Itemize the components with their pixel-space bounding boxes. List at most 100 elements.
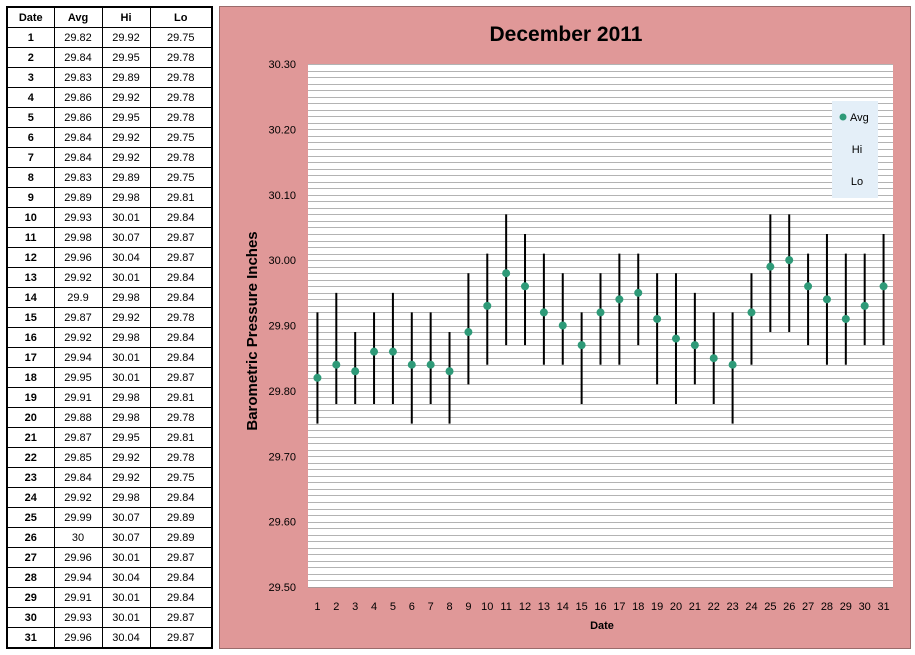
y-tick-label: 30.20 [268, 124, 296, 136]
table-row: 11 29.98 30.07 29.87 [6, 227, 213, 248]
table-row: 20 29.88 29.98 29.78 [6, 407, 213, 428]
cell-hi: 29.92 [101, 127, 151, 148]
column-header-date: Date [6, 6, 55, 28]
table-row: 27 29.96 30.01 29.87 [6, 547, 213, 568]
cell-date: 11 [6, 227, 55, 248]
table-row: 1 29.82 29.92 29.75 [6, 27, 213, 48]
avg-point [483, 301, 492, 310]
cell-avg: 29.95 [53, 367, 103, 388]
avg-point [502, 269, 511, 278]
cell-date: 26 [6, 527, 55, 548]
legend-label-hi: Hi [852, 144, 862, 156]
cell-hi: 29.98 [101, 487, 151, 508]
cell-lo: 29.84 [149, 487, 213, 508]
cell-date: 19 [6, 387, 55, 408]
chart-title: December 2011 [490, 23, 643, 46]
x-tick-label: 28 [821, 601, 833, 613]
cell-date: 22 [6, 447, 55, 468]
y-tick-label: 30.00 [268, 255, 296, 267]
avg-point [822, 295, 831, 304]
cell-date: 30 [6, 607, 55, 628]
x-tick-label: 19 [651, 601, 663, 613]
x-tick-label: 27 [802, 601, 814, 613]
cell-hi: 29.98 [101, 407, 151, 428]
table-row: 8 29.83 29.89 29.75 [6, 167, 213, 188]
avg-point [860, 301, 869, 310]
cell-lo: 29.87 [149, 607, 213, 628]
x-tick-label: 14 [557, 601, 569, 613]
cell-hi: 29.98 [101, 187, 151, 208]
x-tick-label: 1 [314, 601, 320, 613]
cell-avg: 29.87 [53, 427, 103, 448]
cell-hi: 29.92 [101, 447, 151, 468]
cell-avg: 29.91 [53, 387, 103, 408]
x-tick-label: 6 [409, 601, 415, 613]
x-tick-label: 4 [371, 601, 377, 613]
table-row: 31 29.96 30.04 29.87 [6, 627, 213, 649]
cell-hi: 29.98 [101, 287, 151, 308]
cell-hi: 29.95 [101, 107, 151, 128]
cell-hi: 29.92 [101, 307, 151, 328]
cell-date: 3 [6, 67, 55, 88]
avg-point [332, 360, 341, 369]
x-tick-label: 15 [576, 601, 588, 613]
table-row: 30 29.93 30.01 29.87 [6, 607, 213, 628]
avg-point [671, 334, 680, 343]
cell-hi: 30.07 [101, 507, 151, 528]
table-row: 4 29.86 29.92 29.78 [6, 87, 213, 108]
cell-date: 5 [6, 107, 55, 128]
cell-date: 9 [6, 187, 55, 208]
cell-lo: 29.84 [149, 567, 213, 588]
table-row: 14 29.9 29.98 29.84 [6, 287, 213, 308]
cell-date: 20 [6, 407, 55, 428]
avg-point [766, 262, 775, 271]
avg-point [634, 288, 643, 297]
avg-point [464, 328, 473, 337]
cell-lo: 29.87 [149, 547, 213, 568]
cell-hi: 30.01 [101, 607, 151, 628]
avg-point [577, 341, 586, 350]
table-row: 28 29.94 30.04 29.84 [6, 567, 213, 588]
cell-hi: 29.92 [101, 147, 151, 168]
cell-lo: 29.87 [149, 227, 213, 248]
x-tick-label: 2 [333, 601, 339, 613]
cell-lo: 29.89 [149, 507, 213, 528]
avg-point [558, 321, 567, 330]
avg-point [690, 341, 699, 350]
cell-date: 8 [6, 167, 55, 188]
cell-hi: 30.04 [101, 247, 151, 268]
table-row: 9 29.89 29.98 29.81 [6, 187, 213, 208]
cell-date: 21 [6, 427, 55, 448]
cell-lo: 29.87 [149, 247, 213, 268]
cell-hi: 30.01 [101, 347, 151, 368]
x-tick-label: 30 [859, 601, 871, 613]
cell-lo: 29.78 [149, 407, 213, 428]
avg-point [747, 308, 756, 317]
x-tick-label: 16 [594, 601, 606, 613]
cell-lo: 29.75 [149, 167, 213, 188]
cell-lo: 29.84 [149, 287, 213, 308]
table-row: 10 29.93 30.01 29.84 [6, 207, 213, 228]
x-tick-label: 29 [840, 601, 852, 613]
cell-avg: 29.92 [53, 487, 103, 508]
x-tick-label: 12 [519, 601, 531, 613]
legend-label-lo: Lo [851, 176, 863, 188]
x-tick-label: 10 [481, 601, 493, 613]
cell-date: 7 [6, 147, 55, 168]
cell-avg: 29.83 [53, 67, 103, 88]
x-tick-label: 23 [726, 601, 738, 613]
cell-avg: 29.96 [53, 627, 103, 649]
avg-point [728, 360, 737, 369]
x-tick-label: 3 [352, 601, 358, 613]
cell-date: 31 [6, 627, 55, 649]
cell-avg: 29.98 [53, 227, 103, 248]
x-tick-label: 21 [689, 601, 701, 613]
avg-point [426, 360, 435, 369]
avg-point [653, 314, 662, 323]
x-tick-label: 17 [613, 601, 625, 613]
cell-lo: 29.84 [149, 347, 213, 368]
x-tick-label: 5 [390, 601, 396, 613]
cell-avg: 29.89 [53, 187, 103, 208]
cell-avg: 30 [53, 527, 103, 548]
table-row: 24 29.92 29.98 29.84 [6, 487, 213, 508]
